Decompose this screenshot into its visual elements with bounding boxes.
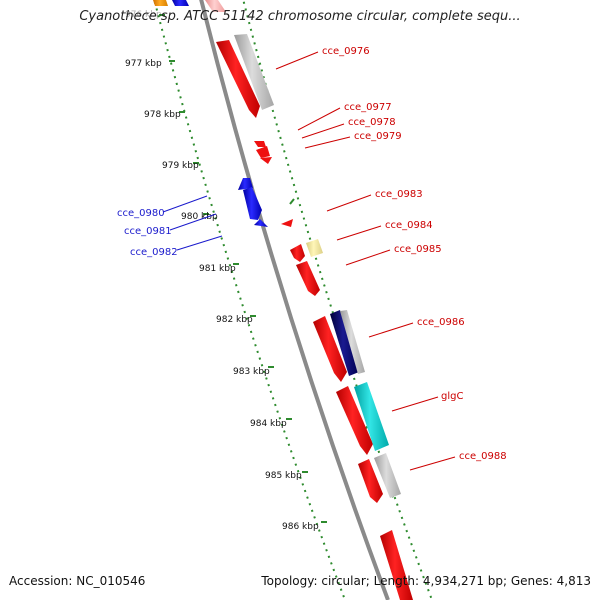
gene-cyan-glgc[interactable] <box>354 382 389 451</box>
tick-label: 985 kbp <box>265 471 302 481</box>
gene-cce-0979[interactable] <box>260 157 272 164</box>
gene-label-glgc[interactable]: glgC <box>441 391 463 402</box>
gene-glgc[interactable] <box>336 386 373 455</box>
tick-label: 976 kbp <box>125 10 162 20</box>
reverse-strand-genes <box>238 178 268 227</box>
gene-label-cce-0980[interactable]: cce_0980 <box>117 208 165 219</box>
accession-info: Accession: NC_010546 <box>9 574 146 588</box>
gene-cce-0986[interactable] <box>313 316 347 382</box>
leader-line <box>345 249 391 266</box>
gene-cce-0977[interactable] <box>254 141 266 147</box>
sequence-summary: Topology: circular; Length: 4,934,271 bp… <box>261 574 591 588</box>
gene-grey-0988[interactable] <box>374 453 401 498</box>
gene-cce-0983[interactable] <box>281 219 293 227</box>
gene-label-cce-0984[interactable]: cce_0984 <box>385 220 433 231</box>
gene-feature[interactable] <box>153 0 168 6</box>
gene-label-cce-0977[interactable]: cce_0977 <box>344 102 392 113</box>
gene-navy-0986[interactable] <box>330 310 359 376</box>
tick-label: 984 kbp <box>250 419 287 429</box>
genome-backbone <box>199 0 390 600</box>
kbp-labels: 976 kbp 977 kbp 978 kbp 979 kbp 980 kbp … <box>125 10 319 532</box>
leader-line <box>409 456 456 471</box>
gene-grey-0986b[interactable] <box>340 310 365 374</box>
leader-lines <box>162 51 456 471</box>
leader-line <box>326 194 372 212</box>
tick-label: 982 kbp <box>216 315 253 325</box>
tick-label: 978 kbp <box>144 110 181 120</box>
gene-cce-0988[interactable] <box>358 459 383 503</box>
gene-labels: cce_0976 cce_0977 cce_0978 cce_0979 cce_… <box>117 46 507 462</box>
gene-cce-0984[interactable] <box>290 244 305 262</box>
gene-cce-0982[interactable] <box>254 219 268 227</box>
leader-line <box>275 51 319 70</box>
leader-line <box>391 396 439 412</box>
gene-cce-0981[interactable] <box>243 187 262 220</box>
tick-mark <box>289 198 295 205</box>
gene-label-cce-0979[interactable]: cce_0979 <box>354 131 402 142</box>
map-title: Cyanothece sp. ATCC 51142 chromosome cir… <box>79 9 521 24</box>
gene-cce-0978[interactable] <box>256 146 270 158</box>
gene-cce-0976[interactable] <box>216 40 260 118</box>
gene-cce-0985[interactable] <box>296 261 320 296</box>
leader-line <box>368 322 414 338</box>
gene-label-cce-0985[interactable]: cce_0985 <box>394 244 442 255</box>
gene-label-cce-0976[interactable]: cce_0976 <box>322 46 370 57</box>
tick-label: 979 kbp <box>162 161 199 171</box>
gene-cce-0980[interactable] <box>238 178 253 190</box>
gene-label-cce-0982[interactable]: cce_0982 <box>130 247 178 258</box>
leader-line <box>304 136 351 149</box>
gene-label-cce-0986[interactable]: cce_0986 <box>417 317 465 328</box>
tick-label: 981 kbp <box>199 264 236 274</box>
forward-strand-genes <box>153 0 413 600</box>
gene-label-cce-0983[interactable]: cce_0983 <box>375 189 423 200</box>
tick-label: 977 kbp <box>125 59 162 69</box>
tick-label: 986 kbp <box>282 522 319 532</box>
gene-label-cce-0988[interactable]: cce_0988 <box>459 451 507 462</box>
leader-line <box>336 225 382 241</box>
leader-line <box>162 195 208 213</box>
gene-label-cce-0981[interactable]: cce_0981 <box>124 226 172 237</box>
gene-grey-0976[interactable] <box>234 34 274 110</box>
gene-khaki-0984[interactable] <box>306 239 323 257</box>
outer-ring-left <box>153 0 346 600</box>
leader-line <box>301 123 345 139</box>
leader-line <box>169 213 217 231</box>
gene-feature[interactable] <box>205 0 226 12</box>
gene-label-cce-0978[interactable]: cce_0978 <box>348 117 396 128</box>
tick-label: 980 kbp <box>181 212 218 222</box>
tick-label: 983 kbp <box>233 367 270 377</box>
leader-line <box>297 107 341 131</box>
outer-ring-right <box>242 0 433 600</box>
leader-line <box>176 235 223 251</box>
gene-feature[interactable] <box>172 0 189 6</box>
gene-feature[interactable] <box>380 530 413 600</box>
